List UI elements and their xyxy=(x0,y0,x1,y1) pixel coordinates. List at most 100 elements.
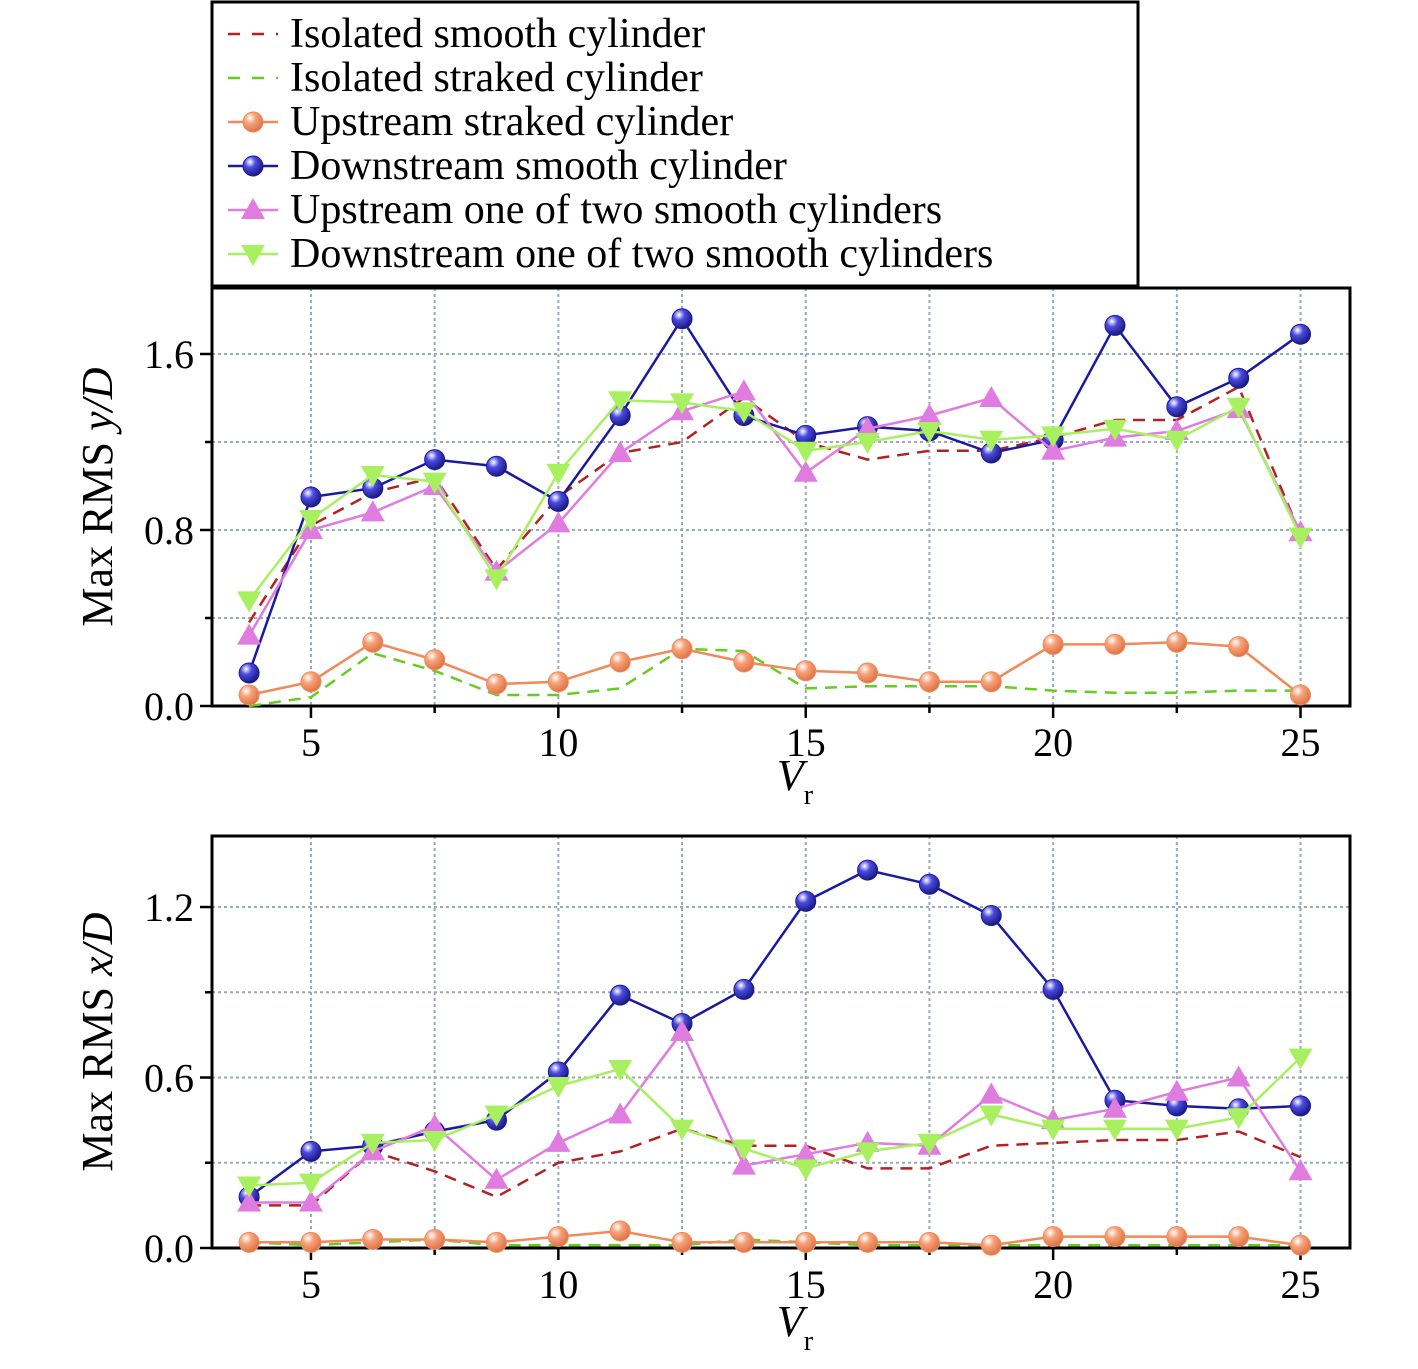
chart-bottom-x-tick-label: 5 xyxy=(301,1262,321,1307)
chart-top-line-iso_straked xyxy=(248,647,1301,708)
chart-bottom-point-down_two xyxy=(917,1133,942,1155)
chart-bottom-x-tick-label: 20 xyxy=(1033,1262,1073,1307)
chart-top-point-down_two xyxy=(1226,397,1251,419)
chart-top-point-up_straked xyxy=(980,671,1002,693)
chart-bottom-series xyxy=(237,859,1313,1256)
chart-bottom-line-iso_straked xyxy=(249,1238,1301,1247)
chart-bottom-point-down_smooth xyxy=(1042,978,1064,1000)
chart-bottom-point-up_straked xyxy=(1042,1226,1064,1248)
chart-top-point-down_smooth xyxy=(1290,323,1312,345)
chart-bottom-point-down_two xyxy=(1102,1119,1127,1141)
chart-bottom-point-down_smooth xyxy=(1290,1095,1312,1117)
chart-bottom-x-tick-label: 10 xyxy=(538,1262,578,1307)
chart-bottom-point-down_smooth xyxy=(857,859,879,881)
chart-bottom-grid xyxy=(212,836,1350,1248)
chart-top-point-down_two xyxy=(670,393,695,415)
chart-top-point-down_two xyxy=(917,422,942,443)
chart-bottom-point-down_smooth xyxy=(609,984,631,1006)
chart-top-point-down_two xyxy=(1041,426,1066,448)
legend-entry-up_two: Upstream one of two smooth cylinders xyxy=(228,187,942,233)
chart-bottom-point-down_smooth xyxy=(300,1140,322,1162)
legend-swatch-marker xyxy=(241,198,265,219)
chart-bottom-point-down_two xyxy=(1226,1108,1251,1130)
chart-top-point-down_smooth xyxy=(671,308,693,330)
chart-top-point-up_straked xyxy=(424,649,446,671)
chart-top-point-down_smooth xyxy=(547,490,569,512)
legend-label: Upstream straked cylinder xyxy=(290,99,733,145)
chart-bottom-point-down_two xyxy=(1041,1119,1066,1141)
chart-bottom-series-iso_smooth xyxy=(249,1127,1301,1207)
chart-top-point-down_smooth xyxy=(1228,367,1250,389)
chart-bottom-point-up_two xyxy=(793,1142,818,1164)
chart-bottom-point-down_smooth xyxy=(980,905,1002,927)
chart-bottom-point-up_two xyxy=(731,1153,756,1175)
chart-bottom-point-down_two xyxy=(484,1105,509,1127)
chart-top-point-down_smooth xyxy=(238,662,260,684)
chart-top-point-down_two xyxy=(298,510,323,531)
chart-top-point-up_straked xyxy=(733,651,755,673)
chart-top-y-axis-title: Max RMS y/D xyxy=(73,367,122,626)
chart-top-point-up_straked xyxy=(1290,684,1312,706)
chart-bottom-x-tick-label: 15 xyxy=(786,1262,826,1307)
chart-bottom-point-up_straked xyxy=(362,1228,384,1250)
legend-label: Downstream smooth cylinder xyxy=(290,143,787,189)
chart-top-series-down_smooth xyxy=(238,308,1312,684)
chart-top-series xyxy=(237,308,1313,708)
chart-bottom-point-down_smooth xyxy=(733,978,755,1000)
chart-top-point-up_straked xyxy=(1228,636,1250,658)
chart-bottom-line-down_two xyxy=(249,1056,1302,1187)
chart-top-point-up_two xyxy=(546,511,571,533)
chart-bottom-point-up_straked xyxy=(547,1226,569,1248)
chart-bottom-point-down_two xyxy=(608,1059,633,1081)
chart-top-point-up_two xyxy=(237,623,262,645)
chart-top-point-down_two xyxy=(484,569,509,591)
chart-top-point-up_straked xyxy=(609,651,631,673)
chart-top-point-up_two xyxy=(793,460,818,482)
chart-bottom-y-tick-label: 0.0 xyxy=(144,1226,194,1271)
chart-bottom-point-down_two xyxy=(793,1159,818,1181)
chart-top-point-up_straked xyxy=(1104,633,1126,655)
chart-top-point-up_two xyxy=(731,379,756,401)
chart-bottom-ticks: 5 10 15 20 25 0.0 0.6 1.2 xyxy=(144,885,1321,1307)
chart-top-point-down_two xyxy=(1164,430,1189,452)
chart-bottom-point-up_two xyxy=(422,1113,447,1135)
chart-top-ticks: 5 10 15 20 25 0.0 0.8 1.6 xyxy=(144,332,1321,765)
chart-top-point-down_two xyxy=(979,430,1004,452)
chart-bottom-frame xyxy=(210,834,1352,1250)
chart-top-line-up_two xyxy=(248,389,1302,637)
chart-bottom-y-axis-title: Max RMS x/D xyxy=(73,912,122,1171)
chart-bottom-point-down_two xyxy=(855,1142,880,1164)
legend-entry-iso_straked: Isolated straked cylinder xyxy=(228,55,703,101)
legend-label: Upstream one of two smooth cylinders xyxy=(290,187,942,233)
chart-top-x-tick-label: 10 xyxy=(538,720,578,765)
chart-top-point-down_smooth xyxy=(300,486,322,508)
chart-bottom-point-down_two xyxy=(546,1077,571,1099)
chart-bottom-point-up_straked xyxy=(918,1231,940,1253)
chart-bottom: 5 10 15 20 25 0.0 0.6 1.2 Max RMS x/D Vr xyxy=(73,834,1352,1357)
chart-bottom-point-up_two xyxy=(484,1167,509,1189)
chart-bottom-x-axis-title: Vr xyxy=(777,1297,814,1357)
chart-bottom-point-up_two xyxy=(1164,1079,1189,1101)
chart-top-point-down_smooth xyxy=(1166,396,1188,418)
chart-top-point-up_straked xyxy=(671,638,693,660)
chart-bottom-point-up_straked xyxy=(733,1231,755,1253)
chart-top-y-tick-label: 0.8 xyxy=(144,508,194,553)
chart-bottom-point-up_straked xyxy=(857,1231,879,1253)
chart-top-point-up_two xyxy=(608,441,633,462)
legend-box xyxy=(210,0,1140,288)
chart-top-line-down_smooth xyxy=(247,316,1302,674)
legend-label: Downstream one of two smooth cylinders xyxy=(290,231,993,277)
legend-label: Isolated straked cylinder xyxy=(290,55,703,101)
chart-bottom-point-down_two xyxy=(979,1105,1004,1127)
chart-bottom-point-down_two xyxy=(237,1176,262,1198)
chart-top-point-up_straked xyxy=(238,684,260,706)
chart-top-point-up_two xyxy=(1041,438,1066,460)
chart-top-point-down_two xyxy=(793,441,818,463)
chart-bottom-point-down_two xyxy=(360,1133,385,1155)
chart-bottom-series-iso_straked xyxy=(249,1238,1301,1247)
legend-entry-iso_smooth: Isolated smooth cylinder xyxy=(228,11,705,57)
chart-top-line-iso_smooth xyxy=(248,385,1302,624)
chart-bottom-point-down_two xyxy=(1288,1048,1313,1070)
legend-swatch-marker xyxy=(242,155,264,177)
